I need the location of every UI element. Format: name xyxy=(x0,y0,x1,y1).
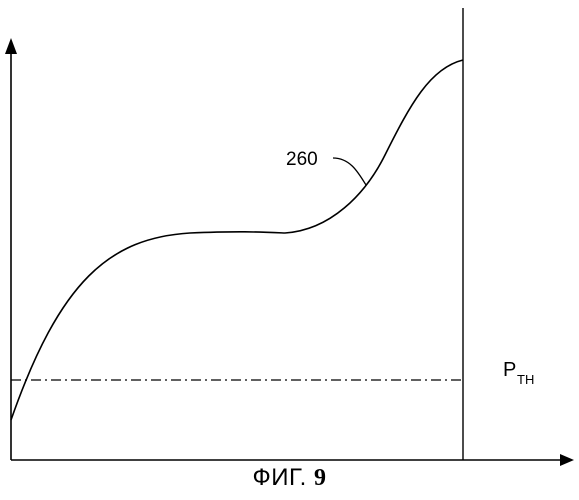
curve-label-leader xyxy=(333,158,366,185)
figure-caption: ФИГ. 9 xyxy=(0,464,579,492)
curve-label: 260 xyxy=(286,149,318,170)
caption-number: 9 xyxy=(314,465,327,491)
threshold-label-subscript: TH xyxy=(517,372,534,387)
threshold-label-main: P xyxy=(503,359,516,381)
curve-260 xyxy=(11,60,463,420)
caption-prefix: ФИГ. xyxy=(253,464,307,491)
y-axis-arrowhead xyxy=(5,38,17,54)
